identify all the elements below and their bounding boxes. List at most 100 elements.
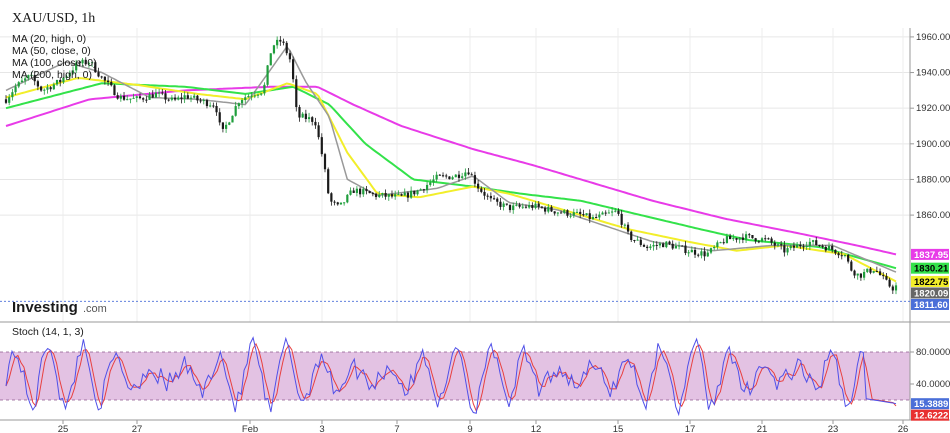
ma20-line: [5, 45, 897, 273]
candle-up: [534, 203, 537, 208]
stochastic-title: Stoch (14, 1, 3): [12, 326, 84, 338]
candle-down: [422, 189, 425, 191]
candle-down: [773, 242, 776, 246]
candle-down: [390, 194, 394, 197]
candle-down: [49, 87, 52, 90]
candle-down: [142, 98, 145, 100]
candle-up: [91, 62, 94, 64]
candle-down: [831, 246, 834, 250]
candle-down: [97, 72, 100, 77]
candle-up: [148, 94, 151, 100]
candle-up: [416, 190, 419, 195]
candle-down: [821, 245, 824, 247]
candle-down: [878, 271, 882, 276]
candle-down: [215, 105, 218, 113]
candle-up: [231, 115, 234, 123]
candle-down: [783, 245, 786, 253]
candle-down: [196, 95, 199, 101]
legend-ma200: MA (200, high, 0): [12, 69, 92, 81]
time-tick-label: 7: [394, 424, 399, 433]
candle-down: [757, 241, 760, 243]
candle-up: [521, 206, 524, 208]
candle-up: [872, 271, 875, 273]
candle-up: [866, 268, 869, 272]
candle-down: [480, 188, 483, 192]
candle-up: [75, 62, 78, 71]
candle-down: [748, 234, 751, 236]
time-tick-label: 15: [613, 424, 624, 433]
candle-up: [65, 76, 68, 78]
candle-down: [620, 213, 623, 225]
candle-down: [110, 81, 113, 86]
stochastic-label-value: 12.6222: [914, 411, 948, 422]
candle-up: [805, 245, 808, 248]
logo-suffix: .com: [83, 303, 107, 315]
candle-down: [840, 255, 843, 257]
candle-up: [719, 242, 722, 244]
candle-up: [569, 215, 572, 217]
candle-up: [623, 224, 626, 226]
candle-up: [419, 189, 422, 191]
candle-up: [649, 246, 652, 249]
candle-down: [751, 235, 754, 239]
candle-up: [129, 98, 132, 100]
candle-down: [550, 206, 553, 212]
time-tick-label: 27: [132, 424, 143, 433]
candle-down: [467, 172, 470, 175]
candle-up: [193, 95, 196, 98]
candle-up: [135, 96, 138, 98]
price-label-badge: [911, 275, 949, 287]
candle-up: [355, 188, 358, 193]
candle-down: [448, 176, 451, 180]
candle-down: [441, 175, 445, 177]
candle-up: [68, 72, 71, 77]
candle-up: [713, 246, 716, 249]
candle-down: [671, 243, 674, 249]
candle-up: [170, 97, 173, 100]
candle-up: [652, 244, 655, 247]
candle-down: [735, 238, 738, 240]
candle-up: [126, 99, 129, 101]
candle-down: [295, 79, 298, 108]
candle-up: [154, 92, 158, 98]
candle-up: [598, 214, 601, 218]
candle-up: [244, 97, 247, 100]
candle-up: [454, 174, 457, 178]
legend-ma20: MA (20, high, 0): [12, 33, 86, 45]
candle-up: [62, 77, 65, 83]
candle-up: [786, 248, 789, 253]
candle-up: [237, 103, 240, 107]
candle-down: [212, 105, 215, 107]
candle-up: [378, 194, 381, 197]
candle-down: [445, 175, 448, 177]
candle-down: [438, 174, 441, 176]
candle-down: [330, 193, 333, 202]
price-label-value: 1820.09: [914, 288, 948, 299]
candle-down: [847, 254, 850, 262]
candle-up: [528, 205, 531, 208]
candle-up: [30, 74, 33, 76]
candle-down: [323, 154, 327, 170]
candle-up: [585, 213, 588, 216]
candle-up: [403, 192, 406, 196]
candle-up: [690, 249, 693, 253]
candle-down: [655, 244, 658, 246]
candle-down: [824, 246, 827, 251]
candle-down: [595, 217, 598, 219]
candle-up: [81, 59, 84, 64]
candle-up: [43, 89, 46, 91]
candle-down: [199, 100, 202, 102]
candle-up: [362, 189, 365, 195]
candle-down: [875, 271, 878, 273]
candle-up: [266, 65, 269, 85]
candle-down: [320, 137, 323, 155]
candle-down: [668, 241, 671, 244]
candle-down: [617, 210, 620, 214]
candle-down: [815, 240, 818, 246]
candle-up: [225, 124, 228, 129]
candle-down: [39, 86, 43, 91]
candle-up: [811, 240, 815, 242]
candle-up: [17, 82, 20, 87]
candle-up: [425, 184, 429, 191]
